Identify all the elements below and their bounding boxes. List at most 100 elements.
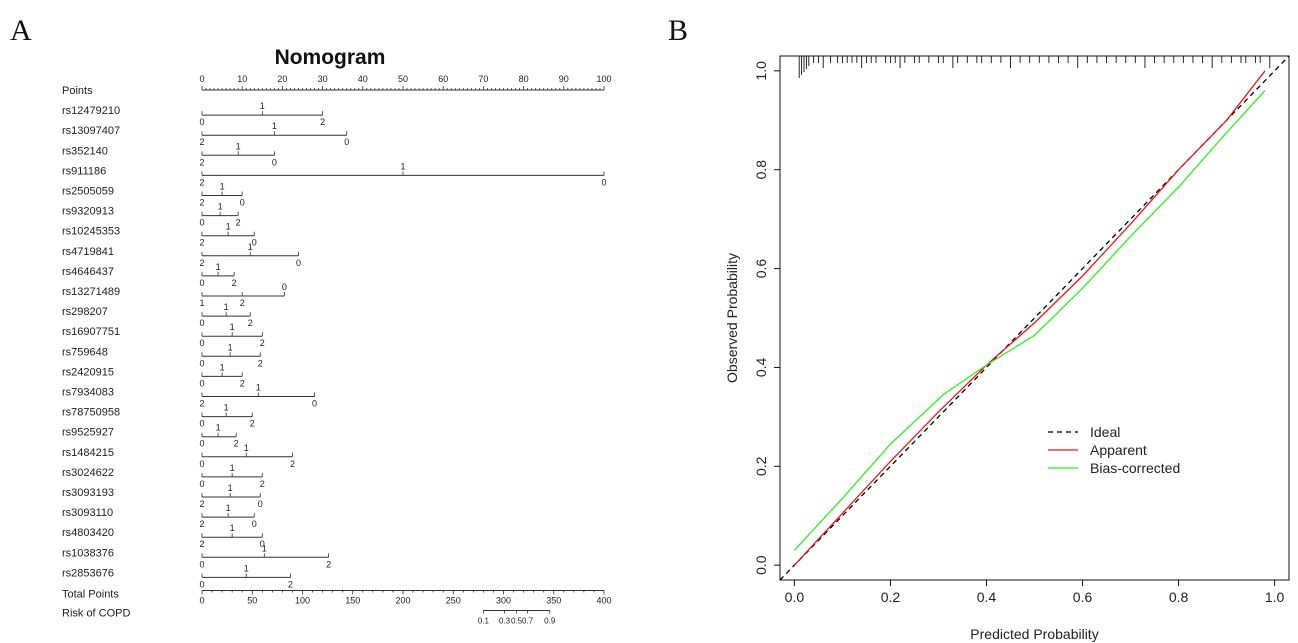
level-label: 2 [199, 198, 204, 208]
variable-label: rs9525927 [62, 427, 114, 439]
total-points-tick-label: 100 [295, 596, 310, 606]
level-label: 0 [260, 539, 265, 549]
level-label: 2 [258, 358, 263, 368]
level-label: 2 [260, 479, 265, 489]
level-label: 0 [199, 479, 204, 489]
level-label: 0 [199, 318, 204, 328]
total-points-tick-label: 400 [596, 596, 611, 606]
level-label: 1 [228, 483, 233, 493]
axis-label-total-points: Total Points [62, 589, 119, 601]
level-label: 1 [230, 523, 235, 533]
points-tick-label: 80 [519, 74, 529, 84]
level-label: 2 [250, 419, 255, 429]
points-tick-label: 70 [478, 74, 488, 84]
variable-label: rs2853676 [62, 567, 114, 579]
level-label: 0 [199, 378, 204, 388]
level-label: 2 [199, 157, 204, 167]
level-label: 0 [199, 278, 204, 288]
total-points-tick-label: 300 [496, 596, 511, 606]
x-tick-label: 1.0 [1265, 589, 1285, 605]
series-line-ideal [779, 55, 1290, 581]
level-label: 1 [236, 141, 241, 151]
x-tick-label: 0.6 [1073, 589, 1093, 605]
variable-label: rs10245353 [62, 226, 120, 238]
x-axis-label: Predicted Probability [970, 626, 1098, 642]
variable-label: rs4803420 [62, 527, 114, 539]
level-label: 0 [199, 439, 204, 449]
level-label: 2 [326, 559, 331, 569]
y-tick-label: 0.2 [753, 456, 769, 476]
axis-label-points: Points [62, 85, 93, 97]
y-tick-label: 0.0 [753, 555, 769, 575]
level-label: 0 [199, 559, 204, 569]
level-label: 1 [262, 543, 267, 553]
level-label: 0 [199, 459, 204, 469]
level-label: 1 [220, 362, 225, 372]
x-tick-label: 0.2 [881, 589, 901, 605]
points-tick-label: 100 [596, 74, 611, 84]
level-label: 1 [216, 262, 221, 272]
level-label: 1 [228, 342, 233, 352]
y-tick-label: 1.0 [753, 61, 769, 81]
variable-label: rs12479210 [62, 105, 120, 117]
points-tick-label: 10 [237, 74, 247, 84]
level-label: 2 [199, 137, 204, 147]
total-points-tick-label: 150 [345, 596, 360, 606]
level-label: 0 [199, 117, 204, 127]
variable-label: rs13097407 [62, 125, 120, 137]
level-label: 0 [282, 282, 287, 292]
level-label: 1 [226, 222, 231, 232]
total-points-tick-label: 200 [395, 596, 410, 606]
level-label: 2 [320, 117, 325, 127]
points-tick-label: 90 [559, 74, 569, 84]
legend-label: Ideal [1090, 424, 1120, 440]
variable-label: rs2420915 [62, 366, 114, 378]
nomogram-title: Nomogram [275, 46, 386, 69]
variable-label: rs298207 [62, 306, 108, 318]
variable-label: rs352140 [62, 145, 108, 157]
level-label: 2 [199, 539, 204, 549]
y-tick-label: 0.8 [753, 160, 769, 180]
level-label: 1 [224, 302, 229, 312]
level-label: 1 [220, 182, 225, 192]
level-label: 1 [244, 563, 249, 573]
level-label: 0 [312, 399, 317, 409]
variable-label: rs1038376 [62, 547, 114, 559]
points-tick-label: 60 [438, 74, 448, 84]
level-label: 1 [244, 443, 249, 453]
variable-label: rs911186 [62, 165, 106, 177]
y-axis-label: Observed Probability [724, 253, 740, 383]
variable-label: rs9320913 [62, 206, 114, 218]
total-points-tick-label: 0 [199, 596, 204, 606]
variable-label: rs2505059 [62, 186, 114, 198]
calibration-panel: 0.0 0.2 0.4 0.6 0.8 1.0 0.0 0.2 0.4 0.6 0.8 1.0 Pred… [724, 55, 1290, 642]
level-label: 2 [199, 399, 204, 409]
total-points-tick-label: 350 [546, 596, 561, 606]
points-tick-label: 30 [318, 74, 328, 84]
risk-tick-label: 0.9 [544, 617, 556, 626]
level-label: 1 [199, 298, 204, 308]
level-label: 2 [234, 439, 239, 449]
variable-label: rs3024622 [62, 467, 114, 479]
level-label: 0 [601, 177, 606, 187]
variable-label: rs759648 [62, 346, 108, 358]
level-label: 2 [199, 519, 204, 529]
level-label: 2 [232, 278, 237, 288]
level-label: 2 [290, 459, 295, 469]
panel-a-label: A [10, 14, 32, 47]
y-tick-label: 0.4 [753, 357, 769, 377]
points-tick-label: 50 [398, 74, 408, 84]
level-label: 0 [240, 198, 245, 208]
level-label: 0 [199, 358, 204, 368]
total-points-tick-label: 50 [247, 596, 257, 606]
level-label: 0 [199, 218, 204, 228]
level-label: 0 [296, 258, 301, 268]
y-tick-label: 0.6 [753, 259, 769, 279]
level-label: 1 [272, 121, 277, 131]
x-tick-label: 0.8 [1169, 589, 1189, 605]
level-label: 2 [260, 338, 265, 348]
level-label: 2 [236, 218, 241, 228]
legend-label: Bias-corrected [1090, 460, 1180, 476]
